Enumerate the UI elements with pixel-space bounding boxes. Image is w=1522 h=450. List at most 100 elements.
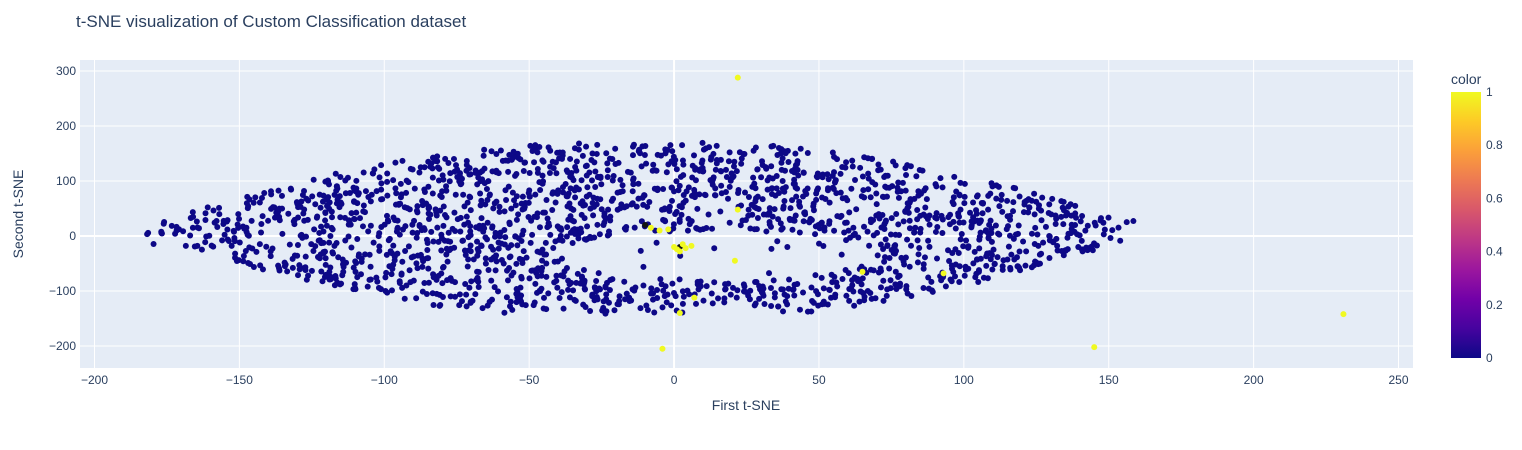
data-point — [829, 172, 836, 179]
data-point — [451, 209, 458, 216]
data-point — [703, 225, 710, 232]
data-point — [664, 291, 671, 298]
data-point — [235, 211, 242, 218]
data-point — [673, 166, 680, 173]
data-point — [445, 160, 452, 167]
data-point — [208, 242, 215, 249]
data-point — [204, 204, 211, 211]
data-point — [668, 184, 675, 191]
data-point — [895, 179, 902, 186]
data-point — [742, 216, 749, 223]
data-point — [826, 218, 833, 225]
data-point — [158, 228, 165, 235]
data-point — [868, 156, 875, 163]
colorbar-tick-label: 0.4 — [1486, 245, 1503, 259]
x-tick-label: −200 — [81, 373, 108, 387]
data-point — [488, 277, 495, 284]
data-point — [242, 247, 249, 254]
data-point — [919, 167, 926, 174]
data-point — [275, 207, 282, 214]
data-point — [536, 224, 543, 231]
data-point — [1035, 261, 1042, 268]
data-point — [539, 157, 546, 164]
data-point — [571, 296, 578, 303]
data-point — [826, 199, 833, 206]
data-point — [364, 283, 371, 290]
data-point — [595, 270, 602, 277]
data-point — [308, 241, 315, 248]
data-point — [768, 245, 775, 252]
data-point — [700, 297, 707, 304]
data-point — [465, 256, 472, 263]
data-point — [937, 175, 944, 182]
data-point — [668, 302, 675, 309]
data-point — [844, 197, 851, 204]
data-point — [346, 219, 353, 226]
data-point — [360, 202, 367, 209]
data-point — [942, 283, 949, 290]
data-point — [414, 203, 421, 210]
data-point — [513, 171, 520, 178]
data-point — [320, 239, 327, 246]
data-point — [891, 243, 898, 250]
data-point — [960, 243, 967, 250]
data-point — [967, 209, 974, 216]
data-point — [770, 142, 777, 149]
data-point — [650, 161, 657, 168]
data-point — [589, 150, 596, 157]
data-point — [1007, 266, 1014, 273]
data-point — [556, 294, 563, 301]
data-point — [223, 218, 230, 225]
x-tick-label: −50 — [519, 373, 540, 387]
data-point — [602, 284, 609, 291]
data-point — [467, 194, 474, 201]
data-point — [684, 287, 691, 294]
data-point — [971, 248, 978, 255]
data-point — [469, 297, 476, 304]
data-point — [587, 307, 594, 314]
data-point — [660, 216, 667, 223]
data-point — [730, 163, 737, 170]
data-point — [281, 259, 288, 266]
data-point — [640, 263, 647, 270]
data-point — [745, 206, 752, 213]
data-point — [525, 199, 532, 206]
x-tick-label: 200 — [1244, 373, 1264, 387]
data-point — [820, 243, 827, 250]
data-point — [547, 147, 554, 154]
x-tick-label: 50 — [812, 373, 826, 387]
data-point — [608, 197, 615, 204]
data-point — [407, 165, 414, 172]
data-point — [539, 246, 546, 253]
data-point — [659, 304, 666, 311]
data-point — [383, 212, 390, 219]
data-point — [457, 228, 464, 235]
data-point — [945, 214, 952, 221]
data-point — [514, 150, 521, 157]
data-point-class-1 — [688, 242, 695, 249]
data-point — [467, 223, 474, 230]
data-point — [257, 262, 264, 269]
data-point — [504, 277, 511, 284]
data-point — [676, 276, 683, 283]
data-point — [339, 256, 346, 263]
data-point — [1005, 223, 1012, 230]
data-point — [342, 177, 349, 184]
data-point — [539, 257, 546, 264]
data-point — [851, 274, 858, 281]
data-point — [1078, 246, 1085, 253]
data-point — [697, 283, 704, 290]
data-point — [906, 217, 913, 224]
data-point — [920, 265, 927, 272]
data-point — [323, 222, 330, 229]
data-point — [861, 194, 868, 201]
data-point — [792, 184, 799, 191]
data-point — [849, 282, 856, 289]
data-point — [689, 174, 696, 181]
data-point — [670, 221, 677, 228]
data-point — [357, 271, 364, 278]
data-point — [849, 163, 856, 170]
data-point — [693, 225, 700, 232]
y-tick-label: −100 — [49, 284, 76, 298]
data-point — [478, 197, 485, 204]
